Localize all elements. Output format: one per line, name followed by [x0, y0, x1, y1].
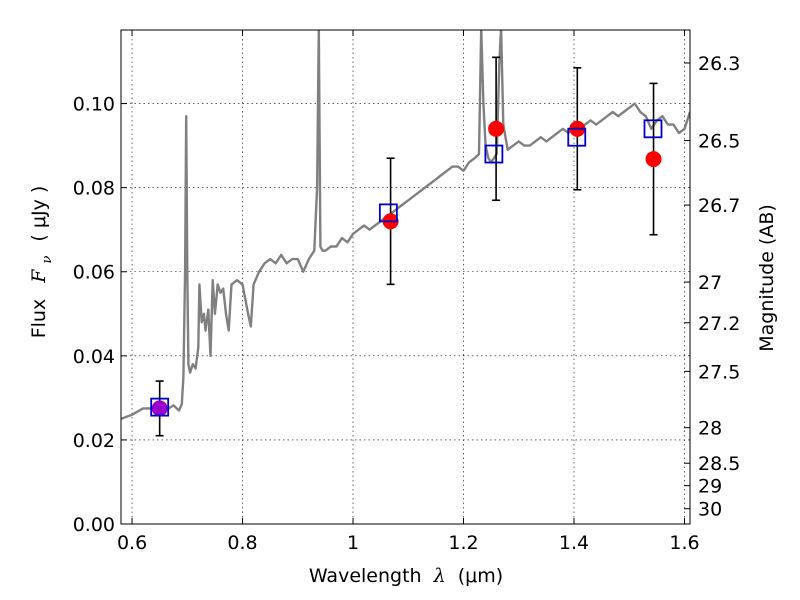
mag-tick-label: 28.5	[698, 453, 740, 475]
model-point	[567, 127, 587, 147]
x-axis-label-text: Wavelength	[309, 565, 422, 587]
y-axis-label-symbol: F	[28, 269, 50, 284]
x-axis-label-unit: (μm)	[458, 565, 503, 587]
mag-tick-label: 26.5	[698, 131, 740, 153]
plot-data	[121, 30, 690, 437]
x-tick-label: 1.4	[559, 532, 589, 554]
x-tick-label: 0.8	[227, 532, 257, 554]
y-axis-label: Flux F ν ( μJy )	[28, 186, 56, 339]
x-tick-label: 0.6	[117, 532, 147, 554]
mag-tick-label: 30	[698, 499, 722, 521]
x-tick-label: 1	[347, 532, 359, 554]
mag-tick-label: 29	[698, 476, 722, 498]
right-axis-label: Magnitude (AB)	[756, 204, 778, 352]
grid-lines	[121, 30, 690, 525]
y-tick-label: 0.08	[73, 178, 115, 200]
model-point	[643, 119, 663, 139]
model-point	[484, 144, 504, 164]
y-tick-label: 0.04	[73, 346, 115, 368]
y-axis-label-unit: ( μJy )	[28, 186, 50, 242]
observed-point	[151, 400, 168, 417]
y-tick-label: 0.02	[73, 430, 115, 452]
mag-tick-label: 26.7	[698, 195, 740, 217]
mag-tick-label: 27.2	[698, 313, 740, 335]
x-axis-label: Wavelength λ (μm)	[309, 565, 503, 587]
x-tick-label: 1.6	[669, 532, 699, 554]
observed-point	[645, 151, 662, 168]
mag-tick-label: 27.5	[698, 361, 740, 383]
y-tick-label: 0.10	[73, 94, 115, 116]
model-point	[378, 203, 398, 223]
axis-ticks: 0.6 0.8 1 1.2 1.4 1.6 0.00 0.02 0.04 0.06 0.08 0.10…	[73, 30, 740, 554]
y-tick-label: 0.06	[73, 262, 115, 284]
spectrum-line	[121, 30, 690, 421]
x-axis-label-symbol: λ	[433, 565, 446, 587]
x-tick-label: 1.2	[448, 532, 478, 554]
plot-frame	[120, 29, 691, 525]
mag-tick-label: 26.3	[698, 53, 740, 75]
y-axis-label-text: Flux	[28, 299, 50, 339]
mag-tick-label: 28	[698, 418, 722, 440]
model-point	[150, 397, 170, 417]
observed-point	[488, 120, 505, 137]
y-tick-label: 0.00	[73, 514, 115, 536]
y-axis-label-subscript: ν	[40, 256, 55, 264]
mag-tick-label: 27	[698, 272, 722, 294]
